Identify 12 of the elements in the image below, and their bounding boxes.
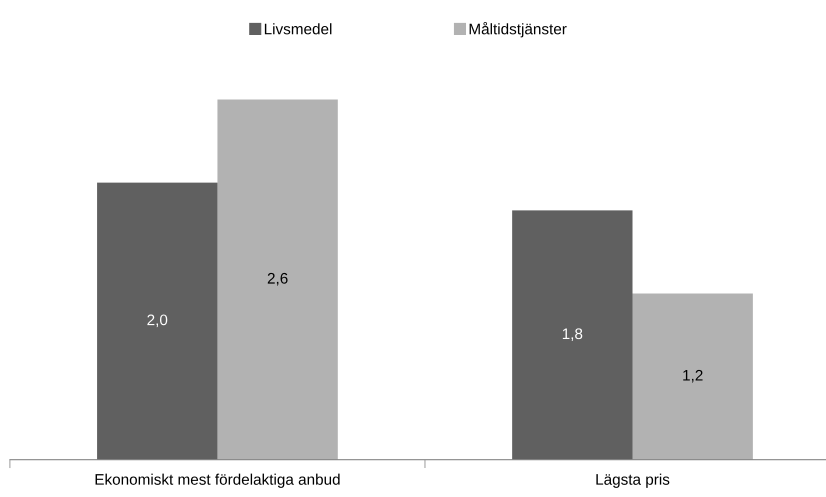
data-label: 2,6 [268,272,288,286]
bar [512,210,633,460]
bar [97,182,218,460]
bar [632,293,753,460]
data-label: 1,2 [683,370,703,383]
data-label: 2,0 [147,314,168,328]
legend-label: Livsmedel [264,23,332,34]
legend-label: Måltidstjänster [470,22,567,38]
x-tick-label: Lägsta pris [596,474,670,488]
data-label: 1,8 [562,328,582,341]
x-tick-label: Ekonomiskt mest fördelaktiga anbud [96,474,340,488]
bar [217,100,338,460]
